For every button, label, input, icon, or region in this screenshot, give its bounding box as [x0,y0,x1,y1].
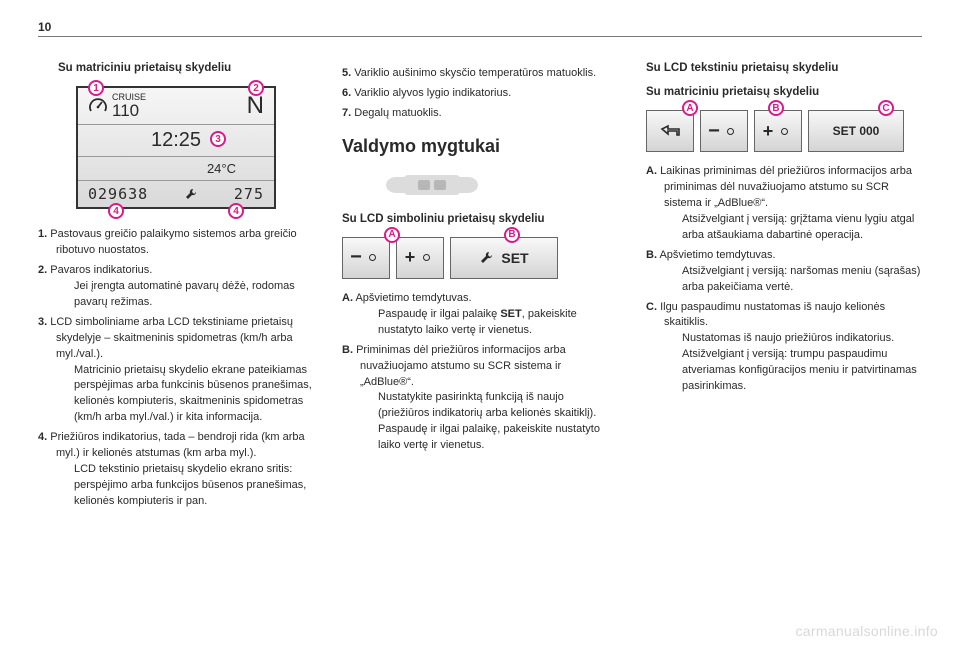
item-num: 4. [38,431,47,443]
marker-2: 2 [248,80,264,96]
item-num: A. [342,292,353,304]
col1-heading: Su matriciniu prietaisų skydeliu [38,62,314,74]
item-sub: Paspaudę ir ilgai palaikę SET, pakeiskit… [360,307,618,339]
display-screen: CRUISE 110 N 12:25 3 24°C 029638 275 [76,86,276,209]
display-time: 12:25 [151,129,201,152]
trip-value: 275 [234,185,264,203]
item-text: Priežiūros indikatorius, tada – bendroji… [50,431,304,459]
item-text: Variklio aušinimo skysčio temperatūros m… [354,67,596,79]
item-text: Variklio alyvos lygio indikatorius. [354,87,511,99]
item-num: 2. [38,264,47,276]
col3-heading-matrix: Su matriciniu prietaisų skydeliu [646,86,922,98]
item-text: Laikinas priminimas dėl priežiūros infor… [660,165,912,209]
item-text: Pastovaus greičio palaikymo sistemos arb… [50,228,296,256]
display-temp: 24°C [207,161,236,176]
display-row-time: 12:25 3 [78,125,274,157]
brightness-down-button: − [342,237,390,279]
item-text: Ilgu paspaudimu nustatomas iš naujo keli… [660,301,885,329]
marker-3: 3 [210,131,226,147]
list-item: A. Apšvietimo temdytuvas. Paspaudę ir ilg… [342,291,618,339]
page-content: Su matriciniu prietaisų skydeliu 1 2 CRU… [38,62,922,629]
col2-lcd-heading: Su LCD simboliniu prietaisų skydeliu [342,213,618,225]
marker-4a: 4 [108,203,124,219]
item-num: 3. [38,316,47,328]
col2-top-list: 5. Variklio aušinimo skysčio temperatūro… [342,66,618,122]
item-text: Apšvietimo temdytuvas. [355,292,471,304]
figure-matrix-display: 1 2 CRUISE 110 N 12:25 [66,86,286,209]
set-000-button: SET 000 [808,110,904,152]
gauge-icon [88,96,108,116]
back-button [646,110,694,152]
wrench-icon [479,250,495,266]
marker-A: A [384,227,400,243]
col3-items: A. Laikinas priminimas dėl priežiūros in… [646,164,922,395]
item-sub: LCD tekstinio prietaisų skydelio ekrano … [56,462,314,510]
list-item: 6. Variklio alyvos lygio indikatorius. [342,86,618,102]
list-item: A. Laikinas priminimas dėl priežiūros in… [646,164,922,244]
item-num: B. [646,249,657,261]
item-sub: Nustatomas iš naujo priežiūros indikator… [664,331,922,395]
marker-C: C [878,100,894,116]
item-num: 7. [342,107,351,119]
item-text: LCD simboliniame arba LCD tekstiniame pr… [50,316,293,360]
brightness-up-button: + [754,110,802,152]
item-num: 6. [342,87,351,99]
list-item: 2. Pavaros indikatorius. Jei įrengta auto… [38,263,314,311]
item-text: Apšvietimo temdytuvas. [659,249,775,261]
list-item: 5. Variklio aušinimo skysčio temperatūro… [342,66,618,82]
set-button: SET [450,237,558,279]
item-sub: Nustatykite pasirinktą funkciją iš naujo… [360,390,618,454]
cruise-value: 110 [112,102,146,119]
list-item: 7. Degalų matuoklis. [342,106,618,122]
marker-B: B [768,100,784,116]
brightness-down-button: − [700,110,748,152]
item-num: 5. [342,67,351,79]
dashboard-schematic [382,167,482,203]
marker-B: B [504,227,520,243]
watermark: carmanualsonline.info [796,623,939,639]
marker-1: 1 [88,80,104,96]
brightness-up-button: + [396,237,444,279]
list-item: 3. LCD simboliniame arba LCD tekstiniame… [38,315,314,427]
item-num: C. [646,301,657,313]
page-number: 10 [38,20,51,34]
list-item: C. Ilgu paspaudimu nustatomas iš naujo k… [646,300,922,396]
control-buttons-matrix: A B C − + SET 000 [646,110,906,152]
display-row-bottom: 029638 275 [78,181,274,207]
item-text: Degalų matuoklis. [354,107,441,119]
marker-A: A [682,100,698,116]
item-sub: Atsižvelgiant į versiją: naršomas meniu … [664,264,922,296]
col2-items: A. Apšvietimo temdytuvas. Paspaudę ir ilg… [342,291,618,454]
marker-4b: 4 [228,203,244,219]
set-label: SET [501,250,528,266]
item-num: A. [646,165,657,177]
control-buttons-lcd: A B − + SET [342,237,562,279]
gear-indicator: N [247,92,264,120]
item-num: B. [342,344,353,356]
item-text: Pavaros indikatorius. [50,264,152,276]
item-sub: Matricinio prietaisų skydelio ekrane pat… [56,363,314,427]
item-sub: Atsižvelgiant į versiją: grįžtama vienu … [664,212,922,244]
item-num: 1. [38,228,47,240]
list-item: 1. Pastovaus greičio palaikymo sistemos … [38,227,314,259]
back-arrow-icon [659,123,681,139]
header-rule [38,36,922,37]
list-item: 4. Priežiūros indikatorius, tada – bendr… [38,430,314,510]
display-row-temp: 24°C [78,157,274,181]
list-item: B. Apšvietimo temdytuvas. Atsižvelgiant į… [646,248,922,296]
display-row-top: CRUISE 110 N [78,88,274,125]
col1-list: 1. Pastovaus greičio palaikymo sistemos … [38,227,314,510]
item-sub: Jei įrengta automatinė pavarų dėžė, rodo… [56,279,314,311]
odometer: 029638 [88,185,148,203]
item-text: Priminimas dėl priežiūros informacijos a… [356,344,566,388]
controls-heading: Valdymo mygtukai [342,136,618,157]
col3-heading-text: Su LCD tekstiniu prietaisų skydeliu [646,62,922,74]
wrench-icon [184,187,198,201]
list-item: B. Priminimas dėl priežiūros informacijo… [342,343,618,455]
